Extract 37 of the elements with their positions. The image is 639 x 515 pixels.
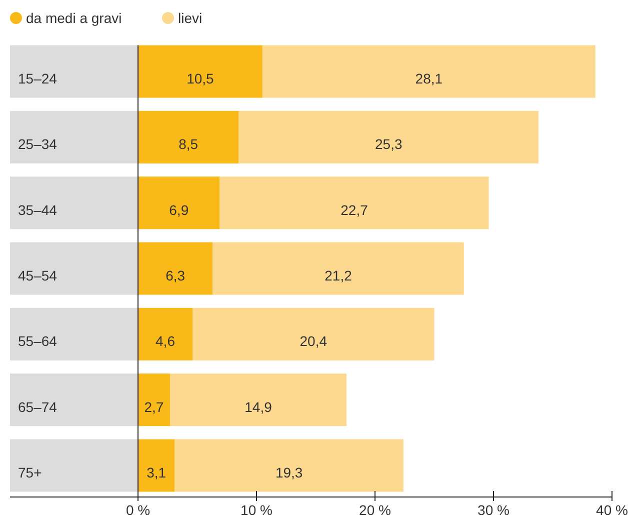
bar [170,374,347,426]
x-tick-label: 10 % [240,502,272,515]
data-label: 4,6 [156,333,176,350]
y-tick-label: 45–54 [18,268,58,284]
bar [174,439,404,492]
legend-label: lievi [178,10,202,26]
bar [238,110,539,164]
data-label: 2,7 [144,398,164,415]
y-tick-label: 15–24 [18,70,58,87]
data-label: 3,1 [146,464,166,480]
data-label: 20,4 [300,333,328,350]
data-label: 6,9 [169,202,189,218]
data-label: 25,3 [375,136,402,152]
data-label: 8,5 [178,136,198,152]
data-label: 21,2 [324,268,352,284]
bar [192,308,434,360]
legend-label: da medi a gravi [26,10,122,26]
y-tick-label: 55–64 [18,333,58,350]
bar [262,45,596,98]
y-tick-label: 75+ [18,464,42,480]
bar [138,439,175,492]
data-label: 28,1 [415,70,443,87]
x-tick-label: 20 % [359,502,391,515]
data-label: 6,3 [166,268,186,284]
x-tick-label: 30 % [478,502,510,515]
y-tick-label: 25–34 [18,136,58,152]
x-tick-label: 0 % [126,502,150,515]
y-tick-label: 65–74 [18,398,58,415]
data-label: 10,5 [186,70,214,87]
data-label: 19,3 [275,464,303,480]
x-tick-label: 40 % [596,502,628,515]
data-label: 14,9 [244,398,272,415]
data-label: 22,7 [340,202,368,218]
bar [138,374,170,426]
bar [220,176,489,230]
y-tick-label: 35–44 [18,202,58,218]
bar [212,242,464,295]
